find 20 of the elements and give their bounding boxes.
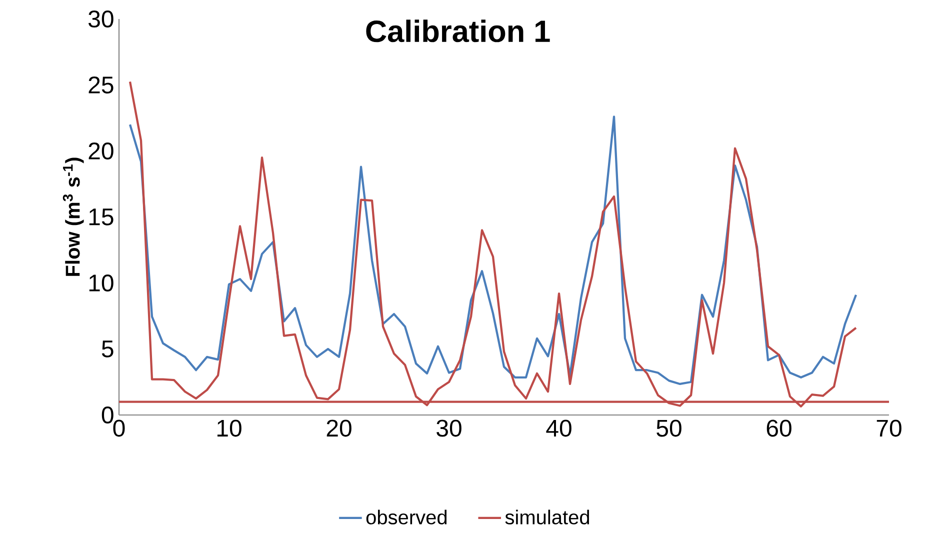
y-tick-label: 20 bbox=[88, 142, 114, 160]
x-tick-label: 40 bbox=[546, 420, 572, 437]
y-tick-label: 10 bbox=[89, 274, 114, 292]
x-tick-label: 30 bbox=[436, 420, 462, 437]
legend-label: simulated bbox=[505, 510, 590, 524]
chart-title: Calibration 1 bbox=[366, 20, 550, 42]
y-tick-label: 5 bbox=[102, 340, 114, 358]
x-tick-label: 60 bbox=[766, 420, 792, 437]
y-tick-label: 30 bbox=[88, 10, 114, 28]
x-tick-label: 0 bbox=[113, 420, 125, 437]
y-tick-label: 15 bbox=[89, 208, 114, 226]
y-axis-title: Flow (m$^{3}$ s$^{-1}$) bbox=[62, 158, 84, 276]
x-tick-label: 20 bbox=[326, 420, 352, 437]
x-tick-label: 70 bbox=[876, 420, 902, 437]
line-series bbox=[128, 116, 858, 386]
legend-label: observed bbox=[366, 510, 447, 524]
y-tick-label: 25 bbox=[88, 76, 114, 94]
x-tick-label: 10 bbox=[217, 420, 242, 437]
x-tick-label: 50 bbox=[656, 420, 682, 437]
y-tick-label: 0 bbox=[102, 406, 114, 424]
